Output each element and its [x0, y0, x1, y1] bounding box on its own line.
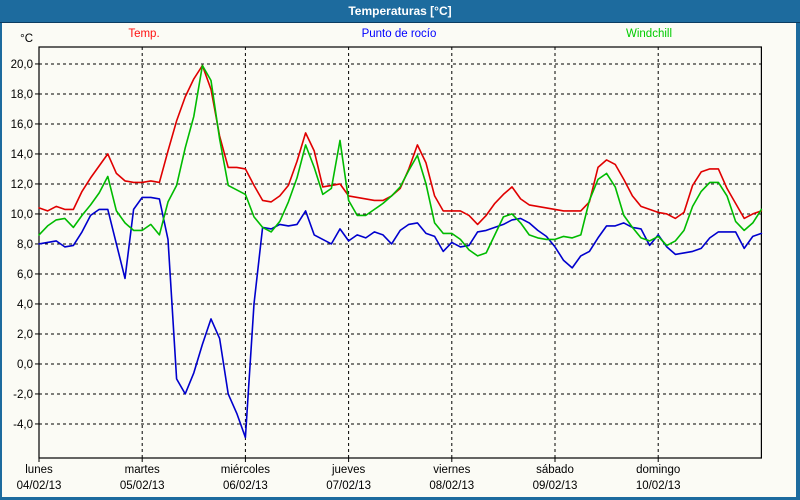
y-tick-label: 6,0: [17, 269, 33, 281]
y-tick-label: 0,0: [17, 359, 33, 371]
day-date-label: 05/02/13: [120, 480, 165, 492]
y-tick-label: 16,0: [11, 119, 33, 131]
plot-frame: [38, 46, 763, 459]
y-tick-label: 18,0: [11, 89, 33, 101]
day-date-label: 06/02/13: [223, 480, 268, 492]
y-tick-label: -2,0: [13, 389, 33, 401]
day-name-label: miércoles: [221, 464, 270, 476]
chart-area: Temp. Punto de rocío Windchill 20,0 18,0 1…: [2, 23, 796, 497]
day-date-label: 04/02/13: [17, 480, 62, 492]
day-date-label: 08/02/13: [429, 480, 474, 492]
legend-item-temp: Temp.: [128, 28, 160, 40]
y-tick-label: 2,0: [17, 329, 33, 341]
y-tick-label: 10,0: [11, 209, 33, 221]
window-title: Temperaturas [°C]: [0, 0, 800, 23]
day-name-label: jueves: [331, 464, 365, 476]
day-date-label: 10/02/13: [636, 480, 681, 492]
day-name-label: viernes: [433, 464, 470, 476]
y-tick-label: 20,0: [11, 59, 33, 71]
day-name-label: domingo: [636, 464, 680, 476]
y-tick-label: 8,0: [17, 239, 33, 251]
series-windchill-line: [38, 64, 763, 257]
day-name-label: martes: [125, 464, 160, 476]
y-tick-label: -4,0: [13, 419, 33, 431]
temperature-line-chart: 20,0 18,0 16,0 14,0 12,0 10,0 8,0 6,0 4,0 2,0 0,0 -…: [11, 33, 763, 492]
day-name-label: sábado: [536, 464, 574, 476]
y-axis-unit-label: °C: [20, 33, 33, 45]
series-dew-point-line: [38, 196, 763, 439]
day-date-label: 09/02/13: [533, 480, 578, 492]
y-tick-label: 4,0: [17, 299, 33, 311]
day-name-label: lunes: [25, 464, 53, 476]
series-temp-line: [38, 64, 763, 226]
legend-item-windchill: Windchill: [625, 28, 673, 40]
day-date-label: 07/02/13: [326, 480, 371, 492]
y-tick-label: 12,0: [11, 179, 33, 191]
legend-item-dew-point: Punto de rocío: [361, 28, 437, 40]
y-tick-label: 14,0: [11, 149, 33, 161]
